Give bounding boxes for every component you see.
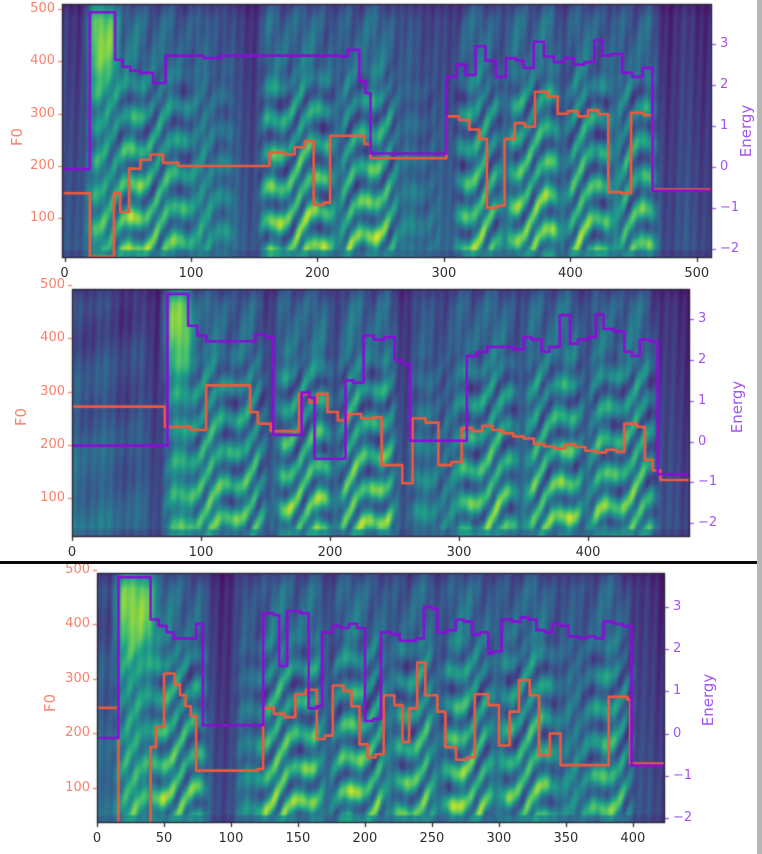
right-edge-border	[757, 0, 762, 854]
x-tick-label: 0	[67, 545, 77, 560]
x-tick-label: 400	[557, 266, 583, 281]
energy-tick-label: 1	[698, 392, 707, 408]
energy-tick-label: 0	[673, 725, 682, 741]
f0-axis-label-plot2: F0	[12, 407, 30, 427]
energy-tick-label: 2	[698, 351, 707, 367]
f0-tick-label: 200	[65, 725, 90, 741]
energy-axis-label-plot3: Energy	[699, 673, 717, 727]
x-tick-label: 400	[575, 545, 601, 560]
energy-tick-label: 3	[698, 311, 707, 327]
x-tick-label: 250	[419, 831, 445, 846]
figure-separator-line	[0, 561, 762, 564]
x-tick-label: 300	[431, 266, 457, 281]
x-tick-label: 500	[684, 266, 710, 281]
x-tick-label: 100	[188, 545, 214, 560]
energy-tick-label: 3	[673, 598, 682, 614]
x-tick-label: 100	[218, 831, 244, 846]
x-tick-label: 150	[285, 831, 311, 846]
f0-tick-label: 500	[40, 277, 65, 293]
f0-tick-label: 100	[40, 490, 65, 506]
x-tick-label: 400	[620, 831, 646, 846]
energy-axis-label-plot1: Energy	[737, 104, 755, 158]
energy-tick-label: −2	[720, 240, 740, 256]
x-tick-label: 200	[317, 545, 343, 560]
energy-tick-label: 2	[720, 77, 729, 93]
energy-axis-label-plot2: Energy	[728, 380, 746, 434]
f0-tick-label: 100	[65, 780, 90, 796]
x-tick-label: 300	[486, 831, 512, 846]
x-tick-label: 200	[352, 831, 378, 846]
x-tick-label: 350	[553, 831, 579, 846]
energy-tick-label: −1	[673, 768, 693, 784]
x-tick-label: 0	[60, 266, 69, 281]
x-tick-label: 50	[155, 831, 173, 846]
f0-tick-label: 500	[30, 1, 55, 17]
f0-tick-label: 500	[65, 561, 90, 577]
f0-tick-label: 200	[30, 158, 55, 174]
f0-axis-label-plot3: F0	[41, 693, 59, 713]
f0-tick-label: 200	[40, 436, 65, 452]
energy-tick-label: 0	[698, 433, 707, 449]
energy-tick-label: −1	[720, 200, 740, 216]
f0-tick-label: 400	[30, 53, 55, 69]
energy-tick-label: 1	[673, 683, 682, 699]
energy-tick-label: −1	[698, 474, 718, 490]
energy-tick-label: 1	[720, 118, 729, 134]
x-tick-label: 300	[446, 545, 472, 560]
energy-tick-label: −2	[698, 515, 718, 531]
f0-tick-label: 300	[40, 383, 65, 399]
f0-tick-label: 300	[30, 105, 55, 121]
f0-tick-label: 400	[40, 330, 65, 346]
x-tick-label: 0	[92, 831, 102, 846]
energy-tick-label: −2	[673, 810, 693, 826]
energy-tick-label: 2	[673, 641, 682, 657]
energy-tick-label: 0	[720, 159, 729, 175]
f0-tick-label: 300	[65, 670, 90, 686]
x-tick-label: 200	[305, 266, 330, 281]
f0-axis-label-plot1: F0	[8, 127, 26, 147]
energy-tick-label: 3	[720, 36, 729, 52]
x-tick-label: 100	[178, 266, 204, 281]
f0-tick-label: 400	[65, 616, 90, 632]
f0-tick-label: 100	[30, 210, 55, 226]
